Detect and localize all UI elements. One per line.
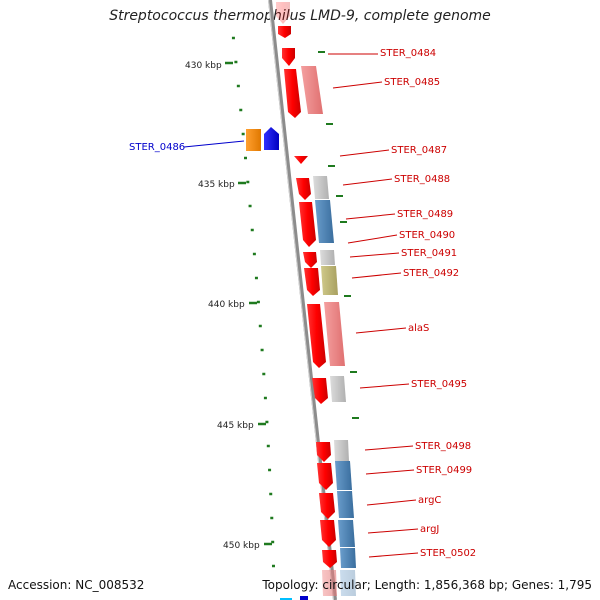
kbp-label-440: 440 kbp [208,300,245,310]
gene-arrow-alas [307,304,326,368]
gene-label-ster-0490: STER_0490 [399,230,455,241]
feature-ster-0492-olive [321,266,338,295]
label-leader-lines [183,53,419,558]
kbp-tick-track [231,36,359,568]
feature-alas-pink [324,302,345,366]
feature-ster-0498-gray [334,440,349,461]
gene-label-ster-0491: STER_0491 [401,248,457,259]
gene-label-ster-0488: STER_0488 [394,174,450,185]
gene-arrow-bottom-0 [322,570,337,596]
kbp-major-ticks [225,61,272,546]
gene-arrow-top-0 [276,2,290,24]
feature-ster-0489-steel [315,200,334,243]
gene-label-ster-0499: STER_0499 [416,465,472,476]
feature-ster-0502-steel [340,548,356,568]
feature-argc-steel [337,491,354,518]
gene-arrow-argc [319,493,335,519]
kbp-labels: 430 kbp 435 kbp 440 kbp 445 kbp 450 kbp [185,61,260,551]
gene-arrow-ster-0502 [322,550,337,568]
gene-label-ster-0489: STER_0489 [397,209,453,220]
gene-arrow-ster-0498 [316,442,331,462]
kbp-label-445: 445 kbp [217,421,254,431]
gene-arrow-ster-0487 [294,156,308,164]
genome-title: Streptococcus thermophilus LMD-9, comple… [109,8,491,24]
feature-ster-0486-orange [246,129,261,151]
gene-labels: STER_0484 STER_0485 STER_0486 STER_0487 … [129,48,476,559]
kbp-label-430: 430 kbp [185,61,222,71]
gene-label-ster-0487: STER_0487 [391,145,447,156]
gene-arrow-ster-0495 [312,378,328,404]
gene-label-ster-0495: STER_0495 [411,379,467,390]
gene-label-ster-0486: STER_0486 [129,142,185,153]
kbp-label-435: 435 kbp [198,180,235,190]
topology-text: Topology: circular; Length: 1,856,368 bp… [262,578,592,592]
gene-features [246,2,356,600]
feature-ster-0488-gray [313,176,329,199]
gene-arrow-ster-0484 [282,48,295,66]
gene-label-alas: alaS [408,323,429,334]
feature-bottom-steel [340,570,356,596]
feature-ster-0499-steel [335,461,352,490]
gene-arrow-ster-0486 [264,127,279,150]
gene-arrow-bottom-blue [300,596,308,600]
gene-label-ster-0485: STER_0485 [384,77,440,88]
gene-arrow-ster-0491 [303,252,317,268]
feature-ster-0485-pink [301,66,323,114]
gene-label-ster-0498: STER_0498 [415,441,471,452]
gene-label-ster-0502: STER_0502 [420,548,476,559]
gene-label-argc: argC [418,495,441,506]
kbp-label-450: 450 kbp [223,541,260,551]
gene-label-argj: argJ [420,524,439,535]
gene-arrow-ster-0499 [317,463,333,490]
feature-argj-steel [338,520,355,547]
gene-label-ster-0484: STER_0484 [380,48,436,59]
gene-arrow-ster-0492 [304,268,320,296]
gene-arrow-ster-0485 [284,69,301,118]
gene-arrow-argj [320,520,336,547]
feature-ster-0495-gray [330,376,346,402]
accession-text: Accession: NC_008532 [8,578,145,592]
gene-label-ster-0492: STER_0492 [403,268,459,279]
feature-ster-0491-gray [320,250,335,265]
gene-arrow-ster-0489 [299,202,316,247]
gene-arrow-top-1 [278,26,291,38]
gene-arrow-ster-0488 [296,178,311,200]
